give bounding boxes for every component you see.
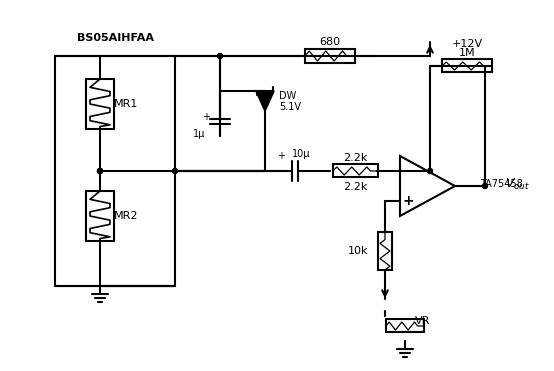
Circle shape bbox=[483, 184, 488, 188]
Text: MR2: MR2 bbox=[114, 211, 138, 221]
Text: VR: VR bbox=[415, 316, 430, 326]
Text: +: + bbox=[402, 194, 414, 208]
Bar bbox=[442, 59, 492, 72]
Text: DW: DW bbox=[279, 91, 296, 101]
Text: 1μ: 1μ bbox=[193, 129, 205, 139]
Text: 2.2k: 2.2k bbox=[343, 153, 367, 163]
Polygon shape bbox=[256, 91, 274, 111]
Circle shape bbox=[218, 53, 223, 59]
Text: 10k: 10k bbox=[347, 246, 368, 256]
Circle shape bbox=[172, 168, 177, 174]
Bar bbox=[333, 164, 378, 177]
Text: 680: 680 bbox=[320, 37, 341, 47]
Circle shape bbox=[98, 168, 102, 174]
Text: 10μ: 10μ bbox=[292, 149, 310, 159]
Bar bbox=[386, 319, 424, 332]
Bar bbox=[305, 49, 355, 63]
Text: -: - bbox=[405, 164, 411, 178]
Bar bbox=[86, 79, 114, 129]
Bar bbox=[378, 232, 392, 270]
Text: 1M: 1M bbox=[459, 48, 475, 58]
Text: +12V: +12V bbox=[452, 39, 483, 49]
Bar bbox=[55, 56, 175, 286]
Text: +: + bbox=[202, 112, 210, 122]
Text: TA75458: TA75458 bbox=[480, 179, 523, 189]
Circle shape bbox=[98, 168, 102, 174]
Text: MR1: MR1 bbox=[114, 99, 138, 109]
Text: 2.2k: 2.2k bbox=[343, 182, 367, 192]
Text: $V_{out}$: $V_{out}$ bbox=[505, 177, 530, 191]
Text: 5.1V: 5.1V bbox=[279, 102, 301, 112]
Bar bbox=[86, 191, 114, 241]
Circle shape bbox=[428, 168, 433, 174]
Text: BS05AIHFAA: BS05AIHFAA bbox=[76, 33, 153, 43]
Text: +: + bbox=[277, 151, 285, 161]
